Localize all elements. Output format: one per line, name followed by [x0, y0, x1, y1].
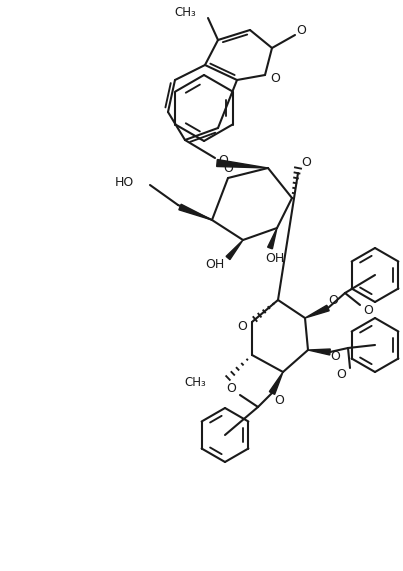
Text: OH: OH: [206, 258, 224, 271]
Text: O: O: [296, 23, 306, 37]
Text: CH₃: CH₃: [174, 6, 196, 19]
Polygon shape: [305, 305, 329, 318]
Polygon shape: [268, 228, 277, 249]
Text: O: O: [328, 295, 338, 308]
Text: O: O: [226, 383, 236, 396]
Polygon shape: [226, 240, 243, 260]
Text: O: O: [218, 155, 228, 167]
Text: O: O: [330, 351, 340, 364]
Polygon shape: [179, 204, 212, 220]
Text: O: O: [301, 156, 311, 170]
Polygon shape: [308, 349, 330, 355]
Text: O: O: [336, 368, 346, 381]
Text: OH: OH: [265, 251, 285, 264]
Text: O: O: [270, 71, 280, 85]
Text: O: O: [223, 162, 233, 175]
Polygon shape: [269, 372, 283, 395]
Text: CH₃: CH₃: [184, 376, 206, 389]
Text: O: O: [237, 320, 247, 333]
Text: O: O: [274, 395, 284, 408]
Text: O: O: [363, 304, 373, 316]
Polygon shape: [217, 159, 268, 168]
Text: HO: HO: [115, 175, 134, 188]
